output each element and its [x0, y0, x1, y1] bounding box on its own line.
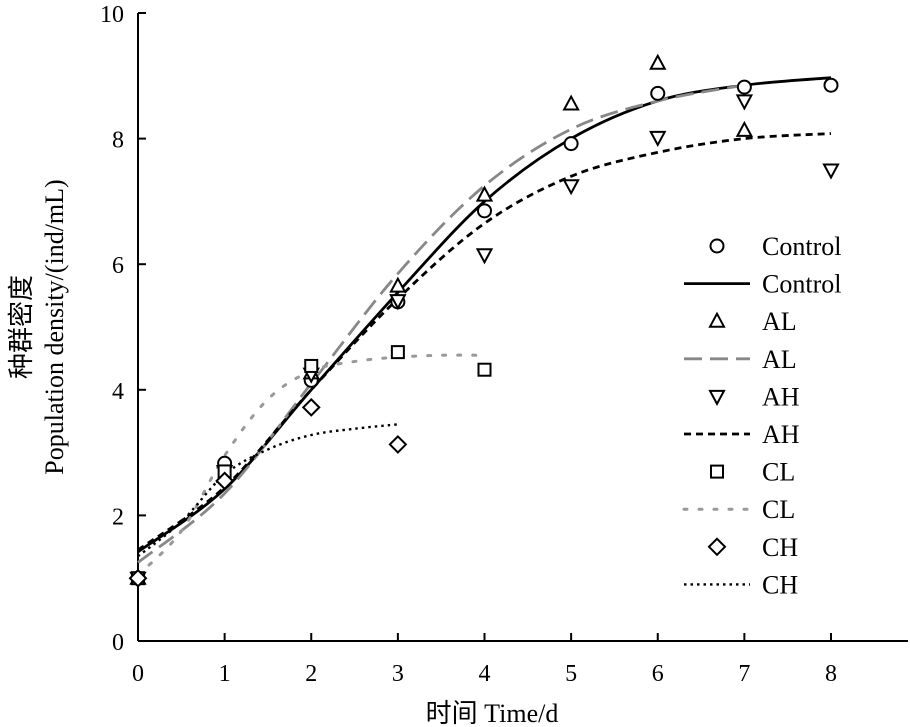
- point-ch: [388, 435, 408, 454]
- legend-label: CH: [762, 570, 798, 599]
- point-control: [650, 85, 666, 101]
- x-tick-label: 3: [392, 661, 404, 687]
- legend-label: AH: [762, 420, 800, 449]
- y-tick-label: 8: [112, 128, 124, 154]
- data-markers: [128, 53, 840, 588]
- point-ah: [649, 130, 667, 147]
- y-tick-label: 10: [100, 2, 124, 28]
- point-control: [563, 136, 579, 152]
- point-ah: [389, 294, 407, 311]
- y-tick-label: 4: [112, 379, 124, 405]
- x-tick-label: 0: [132, 661, 144, 687]
- fit-line-ch: [137, 423, 398, 558]
- legend-label: Control: [762, 232, 841, 261]
- x-tick-label: 8: [825, 661, 837, 687]
- y-tick-label: 2: [112, 504, 124, 530]
- legend-marker: [710, 464, 724, 479]
- point-cl: [304, 358, 319, 373]
- legend-label: CL: [762, 495, 795, 524]
- legend-item-ah: AH: [708, 382, 800, 411]
- legend-item-al: AL: [708, 307, 797, 336]
- y-axis-title-en: Population density/(ind/mL): [40, 179, 69, 474]
- point-cl: [390, 345, 405, 360]
- point-ah: [475, 248, 494, 265]
- fit-lines: [136, 76, 832, 577]
- x-tick-label: 2: [305, 661, 317, 687]
- legend-item-al: AL: [684, 345, 797, 374]
- legend-label: CL: [762, 458, 795, 487]
- y-tick-label: 0: [112, 630, 124, 656]
- x-tick-label: 7: [738, 661, 750, 687]
- legend-item-ch: CH: [707, 533, 798, 562]
- point-ah: [822, 163, 840, 180]
- y-axis-title: 种群密度 Population density/(ind/mL): [7, 179, 69, 474]
- point-al: [649, 53, 667, 70]
- y-axis-ticks: 0 2 4 6 8 10: [100, 2, 146, 656]
- legend-marker: [707, 537, 727, 557]
- point-al: [735, 120, 754, 137]
- legend-label: AH: [762, 382, 800, 411]
- point-cl: [477, 362, 492, 377]
- x-tick-label: 4: [479, 661, 491, 687]
- y-tick-label: 6: [112, 253, 124, 279]
- legend-item-control: Control: [684, 270, 841, 299]
- legend: Control Control AL AL AH AH CL CL CH CH: [682, 232, 841, 599]
- legend-item-cl: CL: [710, 458, 795, 487]
- legend-marker: [709, 238, 725, 254]
- x-axis-title: 时间 Time/d: [426, 699, 559, 727]
- plot-area: 0 1 2 3 4 5 6 7 8 0 2 4 6 8 10: [100, 2, 908, 687]
- point-al: [389, 276, 407, 293]
- legend-item-ah: AH: [684, 420, 800, 449]
- legend-item-ch: CH: [684, 570, 798, 599]
- point-ch: [301, 397, 321, 417]
- legend-label: Control: [762, 270, 841, 299]
- point-ch: [215, 471, 235, 491]
- point-control: [823, 77, 839, 93]
- x-tick-label: 6: [652, 661, 664, 687]
- legend-marker: [708, 389, 726, 407]
- fit-line-control: [137, 76, 832, 553]
- y-axis-title-zh: 种群密度: [7, 275, 36, 379]
- point-al: [562, 94, 580, 111]
- x-tick-label: 5: [565, 661, 577, 687]
- point-ah: [735, 94, 754, 111]
- point-ah: [562, 179, 580, 196]
- legend-label: AL: [762, 345, 797, 374]
- point-control: [736, 79, 752, 95]
- fit-line-al: [137, 83, 745, 564]
- legend-label: AL: [762, 307, 797, 336]
- legend-item-control: Control: [709, 232, 841, 261]
- point-control: [477, 203, 492, 219]
- point-al: [475, 185, 494, 202]
- x-axis-ticks: 0 1 2 3 4 5 6 7 8: [132, 633, 837, 687]
- legend-item-cl: CL: [682, 495, 795, 524]
- legend-label: CH: [762, 533, 798, 562]
- fit-line-ah: [137, 132, 832, 552]
- legend-marker: [708, 311, 726, 328]
- point-ch: [128, 568, 148, 588]
- x-tick-label: 1: [219, 661, 231, 687]
